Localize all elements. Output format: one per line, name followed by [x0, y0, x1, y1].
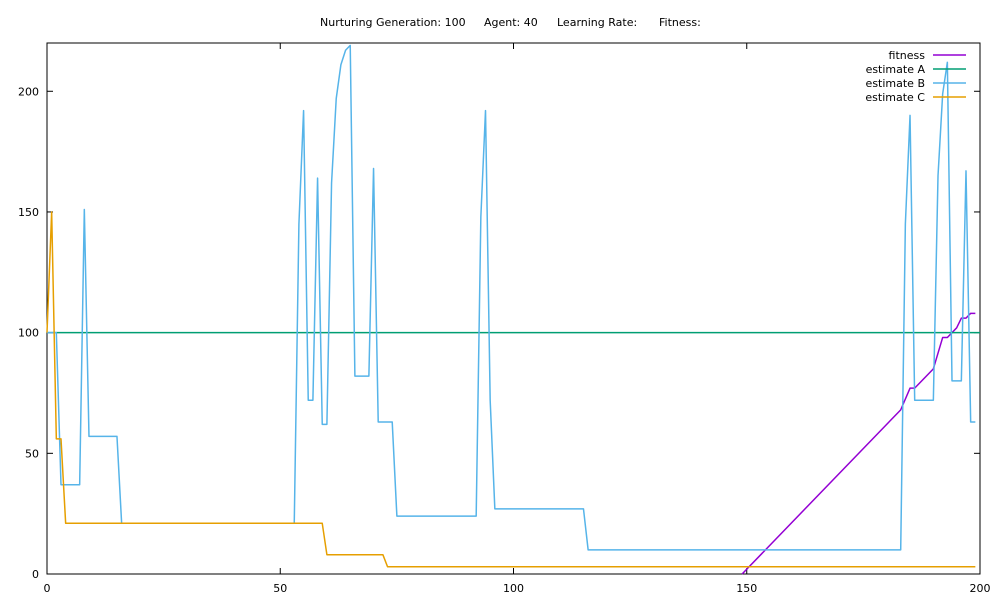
y-tick-label: 0 — [32, 568, 39, 581]
x-tick-label: 200 — [970, 582, 991, 595]
x-tick-label: 150 — [736, 582, 757, 595]
legend-label-estimate-b: estimate B — [866, 77, 925, 90]
legend-label-estimate-c: estimate C — [865, 91, 925, 104]
series-layer — [46, 44, 980, 575]
y-tick-label: 150 — [18, 206, 39, 219]
header-fitness-label: Fitness: — [659, 16, 701, 29]
y-tick-label: 200 — [18, 85, 39, 98]
header-agent-label: Agent: 40 — [484, 16, 538, 29]
plot-frame — [46, 42, 981, 575]
x-tick-label: 0 — [44, 582, 51, 595]
legend-label-fitness: fitness — [889, 49, 926, 62]
x-tick-label: 100 — [503, 582, 524, 595]
series-line-estimate-c — [46, 211, 976, 568]
y-tick-label: 100 — [18, 327, 39, 340]
header-learning-rate-label: Learning Rate: — [557, 16, 637, 29]
y-axis: 0 50 100 150 200 — [18, 85, 980, 581]
series-line-estimate-b — [47, 44, 976, 551]
series-line-fitness — [741, 312, 976, 575]
y-tick-label: 50 — [25, 447, 39, 460]
header-generation-label: Nurturing Generation: 100 — [320, 16, 466, 29]
x-tick-label: 50 — [273, 582, 287, 595]
legend-label-estimate-a: estimate A — [866, 63, 926, 76]
x-axis: 0 50 100 150 200 — [44, 43, 991, 595]
